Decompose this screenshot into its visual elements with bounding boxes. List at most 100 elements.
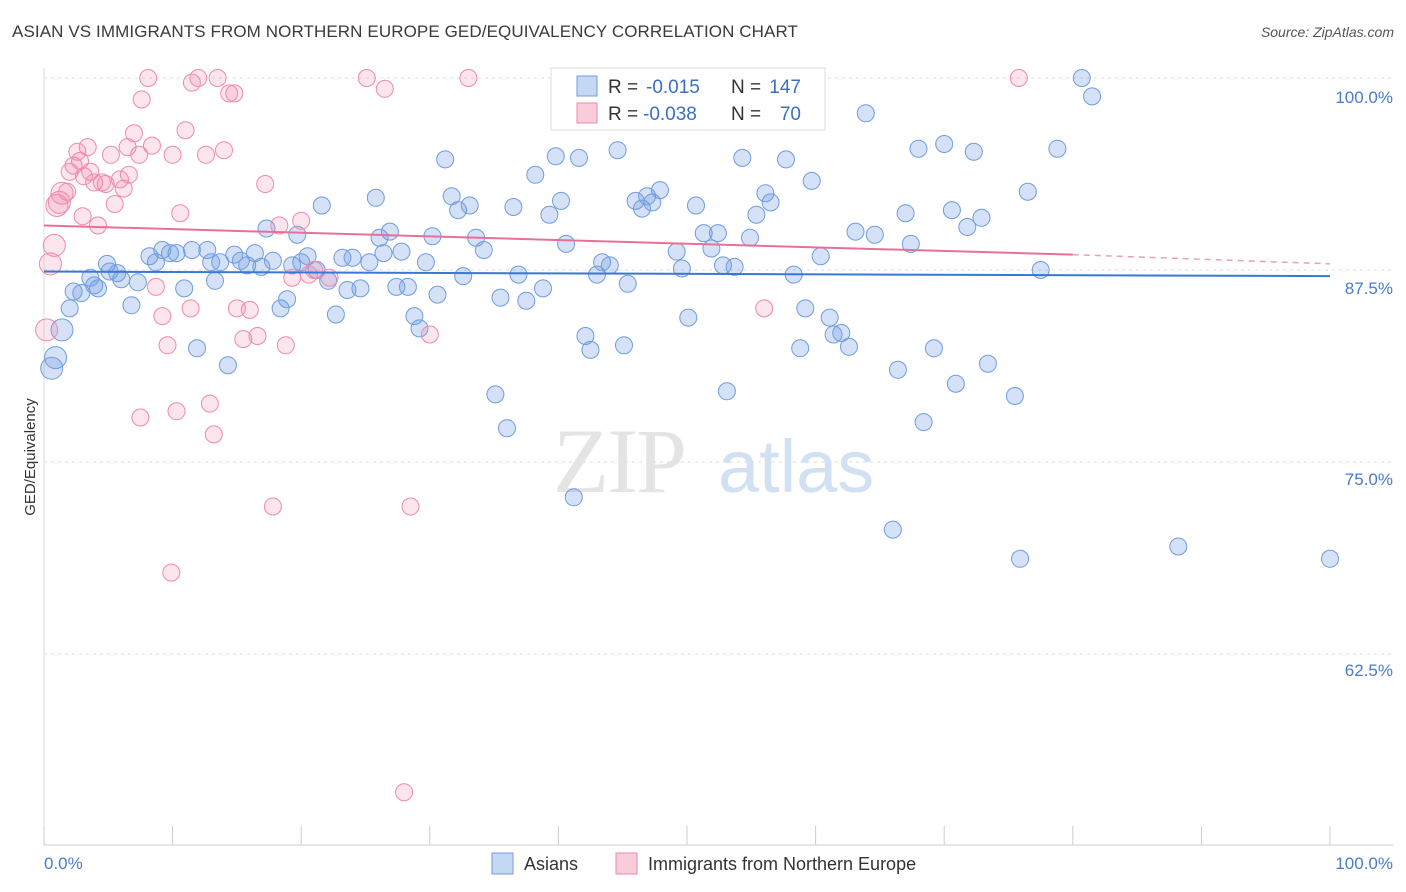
asians-point-50 [366, 188, 385, 207]
immigrants-point-27 [146, 277, 165, 296]
asians-point-47 [343, 248, 362, 267]
immigrants-point-24 [132, 90, 151, 109]
asians-points [40, 69, 1339, 568]
immigrants-point-37 [200, 394, 219, 413]
immigrants-point-26 [143, 136, 161, 155]
asians-point-62 [436, 150, 455, 169]
bottom-legend-swatch-asians [491, 852, 514, 875]
asians-point-97 [672, 259, 691, 278]
asians-point-51 [370, 228, 389, 247]
immigrants-point-12 [81, 162, 100, 181]
legend: R = -0.015 N = 147 R = -0.038 N = 70 [550, 67, 826, 131]
immigrants-point-68 [118, 138, 137, 157]
immigrants-point-11 [78, 138, 97, 157]
asians-point-121 [840, 337, 858, 356]
immigrants-point-30 [163, 145, 182, 164]
immigrants-point-49 [276, 336, 295, 355]
asians-point-58 [410, 319, 429, 338]
asians-point-45 [333, 248, 352, 267]
asians-point-90 [618, 274, 637, 293]
asians-point-61 [428, 285, 447, 304]
immigrants-point-58 [401, 497, 420, 516]
asians-point-112 [777, 150, 795, 169]
immigrants-point-34 [181, 299, 200, 318]
legend-r-value-asians: -0.015 [646, 77, 700, 98]
asians-point-108 [747, 205, 766, 224]
asians-point-102 [708, 224, 727, 243]
asians-point-56 [398, 277, 417, 296]
asians-point-66 [460, 196, 479, 215]
immigrants-point-56 [375, 79, 394, 98]
asians-point-42 [312, 196, 331, 215]
bottom-legend-label-immigrants: Immigrants from Northern Europe [648, 854, 916, 874]
immigrants-point-39 [208, 69, 227, 87]
asians-point-110 [761, 193, 780, 212]
bottom-legend-label-asians: Asians [524, 854, 578, 874]
asians-point-21 [182, 241, 201, 259]
asians-point-96 [667, 242, 686, 261]
asians-point-132 [935, 135, 954, 153]
asians-point-69 [486, 385, 505, 404]
immigrants-point-21 [119, 165, 138, 184]
immigrants-point-32 [171, 204, 190, 223]
asians-point-44 [326, 305, 345, 324]
bottom-legend-swatch-immigrants [615, 852, 638, 875]
immigrants-point-51 [292, 211, 311, 230]
immigrants-point-43 [234, 330, 253, 349]
asians-point-72 [504, 198, 523, 216]
asians-point-64 [449, 201, 468, 220]
immigrants-point-10 [74, 167, 93, 186]
asians-point-46 [338, 281, 357, 299]
asians-point-27 [218, 356, 237, 375]
asians-point-34 [263, 251, 282, 270]
asians-point-19 [167, 244, 186, 263]
legend-n-value-asians: 147 [769, 77, 801, 98]
asians-point-1 [44, 346, 68, 370]
asians-point-81 [564, 488, 583, 507]
immigrants-point-48 [270, 216, 289, 235]
asians-point-89 [615, 336, 633, 355]
asians-point-35 [271, 299, 290, 318]
asians-point-3 [60, 299, 79, 318]
asians-point-115 [796, 299, 815, 318]
asians-point-32 [252, 257, 271, 276]
asians-point-126 [888, 360, 907, 379]
asians-point-125 [883, 520, 902, 539]
asians-point-52 [374, 244, 393, 263]
immigrants-point-47 [263, 497, 282, 516]
immigrants-point-3 [45, 194, 69, 217]
bottom-legend: Asians Immigrants from Northern Europe [491, 852, 916, 875]
asians-point-74 [517, 291, 536, 310]
asians-point-118 [820, 308, 839, 327]
immigrants-point-41 [220, 84, 239, 103]
asians-point-4 [64, 282, 83, 301]
asians-point-139 [1005, 387, 1024, 405]
asians-point-12 [112, 270, 131, 289]
asians-point-140 [1011, 549, 1030, 568]
legend-r-value-immigrants: -0.038 [643, 104, 697, 125]
asians-trend-line [43, 270, 1331, 278]
immigrants-point-35 [189, 69, 208, 87]
asians-point-141 [1018, 182, 1037, 201]
asians-point-22 [188, 339, 206, 358]
asians-point-48 [351, 279, 370, 298]
asians-point-100 [694, 224, 713, 243]
asians-point-131 [924, 339, 943, 358]
asians-point-20 [175, 279, 194, 298]
immigrants-point-46 [256, 175, 275, 193]
immigrants-point-20 [114, 179, 133, 198]
asians-point-147 [1321, 549, 1339, 568]
immigrants-point-57 [395, 783, 414, 802]
asians-point-36 [278, 290, 297, 309]
immigrants-point-66 [225, 84, 244, 103]
asians-point-130 [914, 413, 933, 432]
asians-point-116 [802, 171, 821, 190]
asians-point-26 [211, 253, 230, 272]
immigrants-point-63 [162, 563, 181, 582]
asians-point-120 [832, 324, 851, 342]
x-tick-label-0: 0.0% [44, 854, 83, 873]
asians-point-117 [811, 247, 830, 266]
chart-title: ASIAN VS IMMIGRANTS FROM NORTHERN EUROPE… [12, 22, 799, 41]
asians-point-77 [540, 205, 559, 224]
asians-point-114 [791, 339, 810, 358]
